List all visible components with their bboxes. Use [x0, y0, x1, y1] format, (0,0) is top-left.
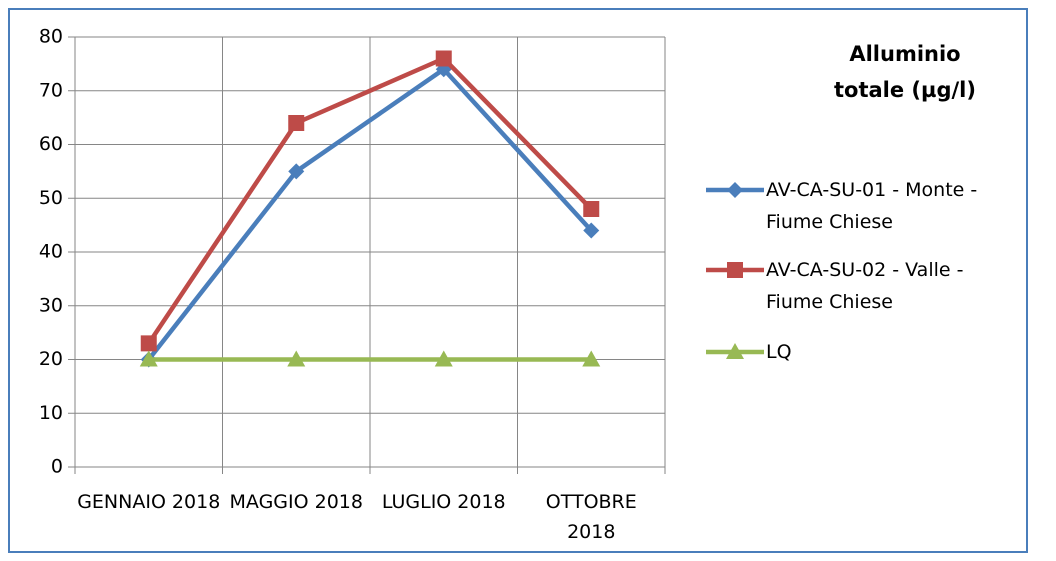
marker: [140, 335, 157, 352]
marker: [727, 182, 743, 198]
y-tick-label: 70: [39, 79, 63, 101]
chart-frame: [8, 8, 1028, 553]
marker: [139, 350, 158, 367]
legend-label: LQ: [766, 341, 792, 363]
y-tick-label: 50: [39, 187, 63, 209]
x-tick-label: LUGLIO 2018: [381, 491, 506, 513]
y-tick-label: 0: [51, 456, 63, 478]
x-tick-label: GENNAIO 2018: [77, 491, 221, 513]
legend-label: AV-CA-SU-01 - Monte - Fiume Chiese: [766, 179, 978, 233]
legend-label: AV-CA-SU-02 - Valle - Fiume Chiese: [766, 259, 964, 313]
x-tick-label: OTTOBRE 2018: [545, 491, 637, 543]
marker: [583, 222, 600, 239]
series-line: [146, 56, 593, 345]
y-tick-label: 30: [39, 294, 63, 316]
y-tick-label: 10: [39, 402, 63, 424]
marker: [434, 350, 453, 367]
marker: [287, 350, 306, 367]
marker: [288, 163, 305, 180]
marker: [288, 115, 305, 131]
marker: [583, 201, 600, 217]
marker: [435, 50, 452, 67]
x-tick-label: MAGGIO 2018: [229, 491, 363, 513]
y-tick-label: 40: [39, 241, 63, 263]
y-tick-label: 60: [39, 133, 63, 155]
y-tick-label: 80: [39, 26, 63, 48]
marker: [726, 343, 744, 359]
marker: [582, 350, 601, 367]
y-tick-label: 20: [39, 348, 63, 370]
series-line: [146, 67, 593, 361]
marker: [727, 262, 743, 278]
chart-title: Alluminio totale (µg/l): [834, 42, 976, 102]
